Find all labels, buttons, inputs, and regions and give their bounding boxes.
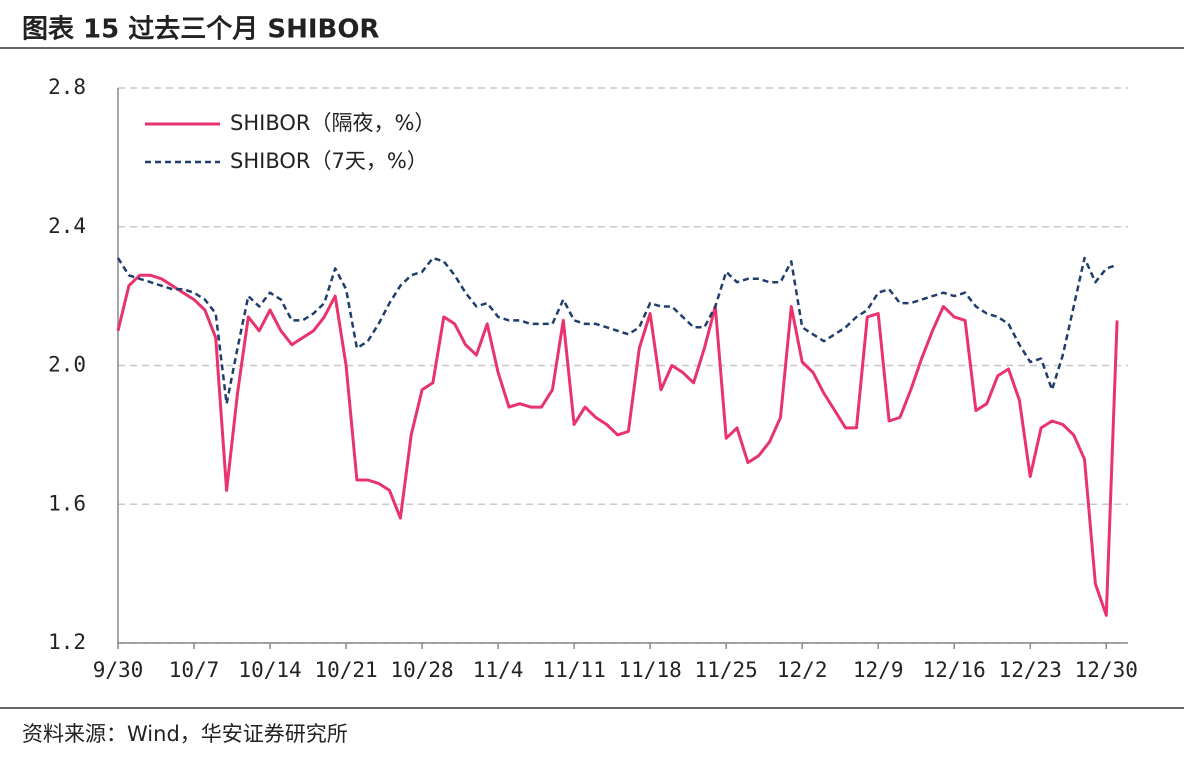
x-tick-label: 12/2	[777, 658, 828, 682]
x-tick-label: 12/9	[853, 658, 904, 682]
x-tick-label: 11/18	[619, 658, 682, 682]
source-note: 资料来源：Wind，华安证券研究所	[22, 722, 348, 746]
x-tick-label: 10/21	[314, 658, 377, 682]
x-tick-label: 10/7	[169, 658, 220, 682]
x-tick-label: 12/23	[999, 658, 1062, 682]
line-series	[116, 273, 1119, 617]
x-tick-label: 12/30	[1075, 658, 1138, 682]
x-tick-label: 11/11	[543, 658, 606, 682]
y-tick-label: 2.8	[48, 75, 86, 99]
chart-title: 图表 15 过去三个月 SHIBOR	[22, 15, 379, 45]
x-tick-label: 10/28	[390, 658, 453, 682]
x-tick-label: 12/16	[923, 658, 986, 682]
x-tick-label: 10/14	[238, 658, 301, 682]
x-tick-label: 11/25	[695, 658, 758, 682]
legend-label: SHIBOR（隔夜，%）	[230, 111, 435, 135]
legend-label: SHIBOR（7天，%）	[230, 149, 428, 173]
x-tick-label: 11/4	[473, 658, 524, 682]
y-tick-label: 2.0	[48, 353, 86, 377]
y-tick-label: 1.2	[48, 630, 86, 654]
line-series	[116, 256, 1118, 405]
x-tick-label: 9/30	[93, 658, 144, 682]
y-tick-label: 1.6	[48, 491, 86, 515]
y-tick-label: 2.4	[48, 214, 86, 238]
